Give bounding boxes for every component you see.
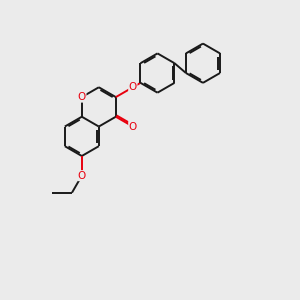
Text: O: O [129, 82, 137, 92]
Text: O: O [78, 92, 86, 102]
Text: O: O [78, 171, 86, 181]
Text: O: O [129, 122, 137, 131]
